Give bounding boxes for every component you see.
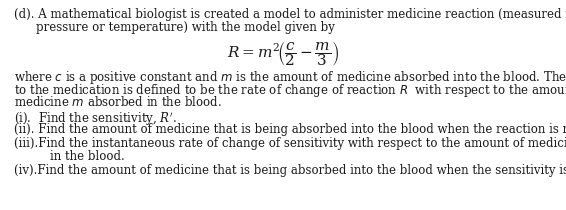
Text: (iv).Find the amount of medicine that is being absorbed into the blood when the : (iv).Find the amount of medicine that is… <box>14 164 566 177</box>
Text: (d). A mathematical biologist is created a model to administer medicine reaction: (d). A mathematical biologist is created… <box>14 8 566 21</box>
Text: where $c$ is a positive constant and $m$ is the amount of medicine absorbed into: where $c$ is a positive constant and $m$… <box>14 68 566 85</box>
Text: (ii). Find the amount of medicine that is being absorbed into the blood when the: (ii). Find the amount of medicine that i… <box>14 123 566 136</box>
Text: in the blood.: in the blood. <box>50 151 125 164</box>
Text: pressure or temperature) with the model given by: pressure or temperature) with the model … <box>36 21 335 34</box>
Text: medicine $m$ absorbed in the blood.: medicine $m$ absorbed in the blood. <box>14 96 222 109</box>
Text: to the medication is defined to be the rate of change of reaction $R$  with resp: to the medication is defined to be the r… <box>14 82 566 99</box>
Text: $R = m^2\!\left(\dfrac{c}{2} - \dfrac{m}{3}\right)$: $R = m^2\!\left(\dfrac{c}{2} - \dfrac{m}… <box>227 39 339 68</box>
Text: (iii).Find the instantaneous rate of change of sensitivity with respect to the a: (iii).Find the instantaneous rate of cha… <box>14 137 566 150</box>
Text: (i).  Find the sensitivity, $R'$.: (i). Find the sensitivity, $R'$. <box>14 110 177 127</box>
